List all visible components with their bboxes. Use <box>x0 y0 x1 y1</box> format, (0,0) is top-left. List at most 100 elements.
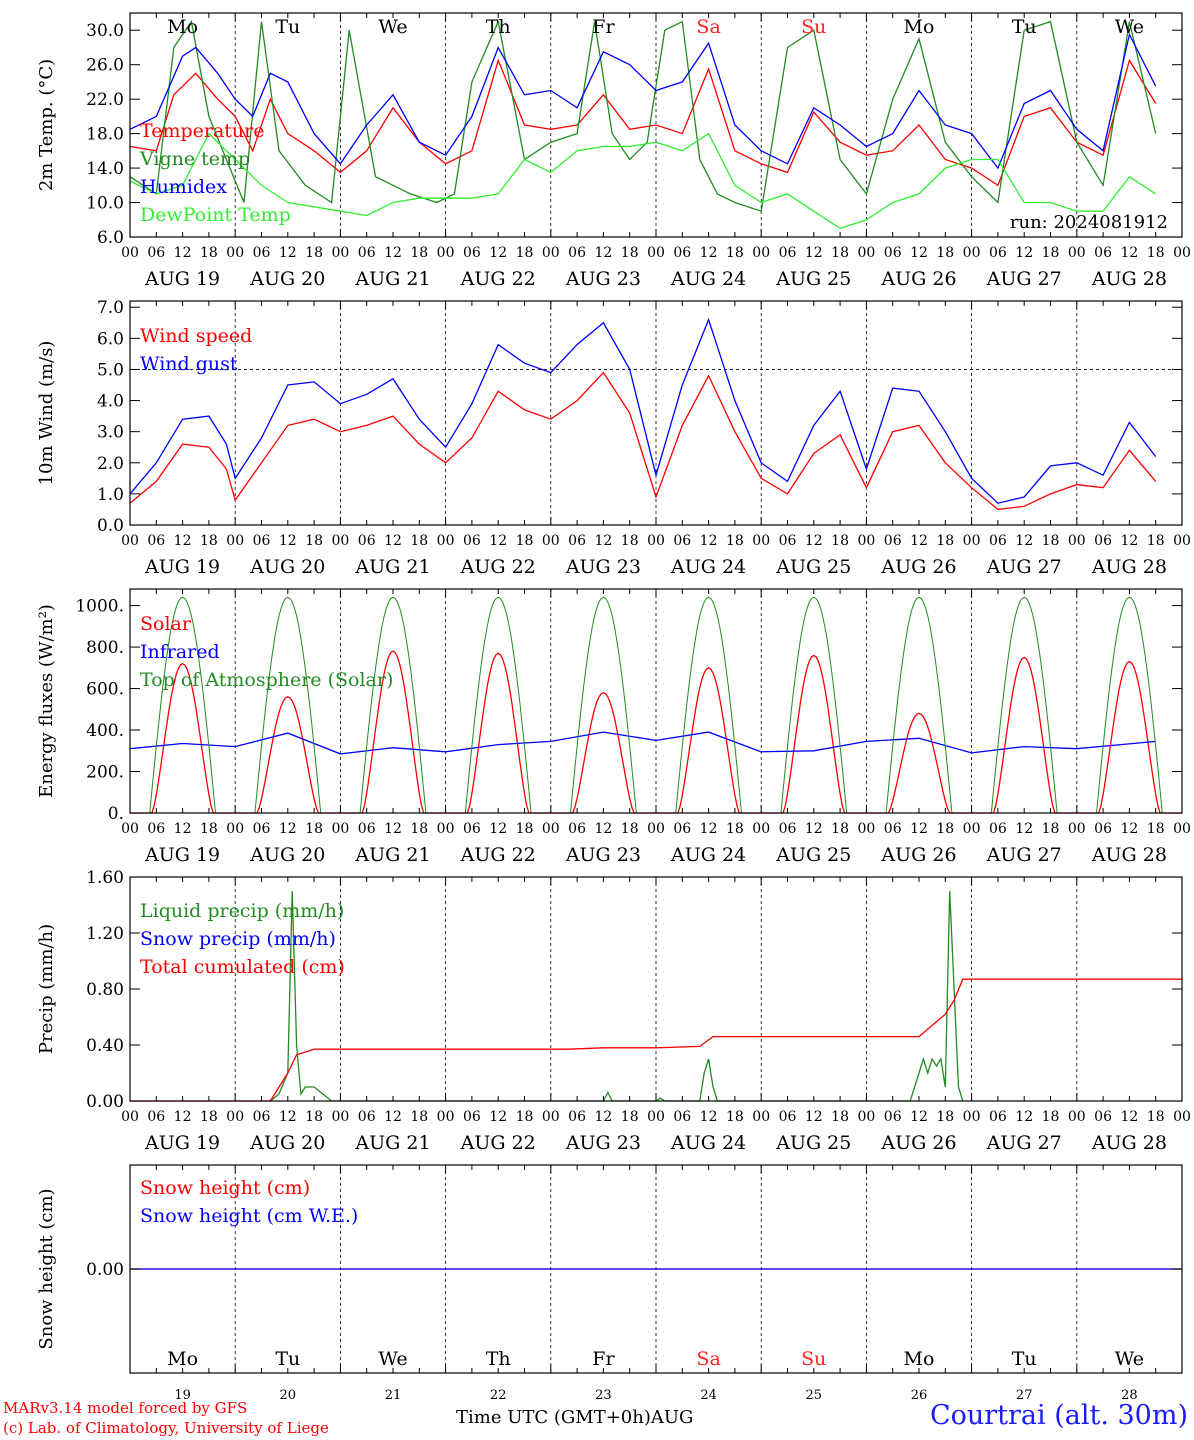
panel-5: 0.00 Snow height (cm) Snow height (cm) Snow… <box>36 1164 1183 1374</box>
x-tick-label: 06 <box>989 533 1007 549</box>
x-tick-label: 00 <box>857 821 875 837</box>
top-day-name: We <box>1115 16 1144 38</box>
x-tick-label: 06 <box>884 245 902 261</box>
x-tick-label: 12 <box>384 245 402 261</box>
bottom-day-name: Tu <box>1012 1348 1037 1370</box>
x-tick-label: 18 <box>200 1109 218 1125</box>
date-label: AUG 28 <box>1091 1132 1167 1154</box>
x-tick-label: 18 <box>831 1109 849 1125</box>
date-label: AUG 27 <box>986 844 1062 866</box>
date-label: AUG 28 <box>1091 268 1167 290</box>
x-tick-label: 18 <box>621 1109 639 1125</box>
x-tick-label: 18 <box>200 245 218 261</box>
x-tick-label: 18 <box>1147 821 1165 837</box>
x-tick-label: 00 <box>226 533 244 549</box>
x-tick-label: 12 <box>1015 821 1033 837</box>
x-tick-label: 06 <box>779 1109 797 1125</box>
legend-entry: Humidex <box>140 176 227 198</box>
y-tick-label: 200. <box>86 763 124 783</box>
x-tick-label: 18 <box>1042 821 1060 837</box>
x-tick-label: 18 <box>936 245 954 261</box>
x-tick-label: 00 <box>1173 245 1191 261</box>
date-label: AUG 27 <box>986 1132 1062 1154</box>
x-tick-label: 12 <box>594 1109 612 1125</box>
bottom-day-name: Fr <box>592 1348 615 1370</box>
legend-entry: Liquid precip (mm/h) <box>140 900 344 922</box>
x-axis-title: Time UTC (GMT+0h)AUG <box>456 1407 693 1428</box>
legend-entry: DewPoint Temp <box>140 204 291 226</box>
x-tick-label: 06 <box>358 821 376 837</box>
x-tick-label: 00 <box>1173 533 1191 549</box>
series-line-1 <box>129 731 1156 755</box>
legend-entry: Snow precip (mm/h) <box>140 928 336 950</box>
x-tick-label: 00 <box>331 245 349 261</box>
x-tick-label: 12 <box>384 821 402 837</box>
x-tick-label: 18 <box>1042 1109 1060 1125</box>
date-label: AUG 20 <box>249 844 325 866</box>
date-label: AUG 20 <box>249 1132 325 1154</box>
x-tick-label: 06 <box>1094 245 1112 261</box>
x-tick-label: 00 <box>1068 245 1086 261</box>
x-tick-label: 06 <box>147 821 165 837</box>
x-tick-label: 18 <box>516 821 534 837</box>
x-tick-label: 00 <box>963 245 981 261</box>
legend-entry: Top of Atmosphere (Solar) <box>140 669 393 691</box>
x-tick-label: 18 <box>831 821 849 837</box>
x-tick-label: 06 <box>568 1109 586 1125</box>
x-tick-label: 12 <box>279 533 297 549</box>
day-number: 26 <box>911 1388 928 1403</box>
x-tick-label: 18 <box>1042 245 1060 261</box>
date-label: AUG 23 <box>565 556 641 578</box>
x-tick-label: 12 <box>279 1109 297 1125</box>
y-tick-label: 0.40 <box>86 1036 124 1056</box>
x-tick-label: 12 <box>805 245 823 261</box>
x-tick-label: 06 <box>147 245 165 261</box>
y-tick-label: 6.0 <box>97 228 124 248</box>
x-tick-label: 12 <box>910 821 928 837</box>
date-label: AUG 22 <box>460 556 536 578</box>
x-tick-label: 06 <box>779 533 797 549</box>
bottom-day-name: Th <box>486 1348 511 1370</box>
date-label: AUG 19 <box>144 268 220 290</box>
x-tick-label: 18 <box>621 821 639 837</box>
x-axis-month: AUG <box>650 1407 694 1428</box>
x-tick-label: 06 <box>463 821 481 837</box>
x-tick-label: 06 <box>358 533 376 549</box>
y-tick-label: 10.0 <box>86 194 124 214</box>
x-tick-label: 18 <box>1147 245 1165 261</box>
y-tick-label: 18.0 <box>86 125 124 145</box>
date-label: AUG 26 <box>880 1132 956 1154</box>
x-tick-label: 00 <box>331 1109 349 1125</box>
x-tick-label: 00 <box>647 533 665 549</box>
bottom-day-name: We <box>1115 1348 1144 1370</box>
x-tick-label: 18 <box>516 245 534 261</box>
x-tick-label: 06 <box>673 533 691 549</box>
x-tick-label: 18 <box>831 533 849 549</box>
date-label: AUG 21 <box>354 844 430 866</box>
date-label: AUG 26 <box>880 556 956 578</box>
x-tick-label: 00 <box>647 821 665 837</box>
top-day-name: Tu <box>275 16 300 38</box>
y-tick-label: 600. <box>86 680 124 700</box>
y-tick-label: 0.80 <box>86 980 124 1000</box>
x-tick-label: 12 <box>174 245 192 261</box>
day-number: 24 <box>700 1388 717 1403</box>
date-label: AUG 23 <box>565 268 641 290</box>
x-tick-label: 12 <box>279 821 297 837</box>
y-tick-label: 1.20 <box>86 924 124 944</box>
x-tick-label: 12 <box>489 821 507 837</box>
panel-4: 0.00 0.40 0.80 1.20 1.60 Precip (mm/h) Liquid … <box>36 868 1191 1154</box>
bottom-day-name: Mo <box>167 1348 198 1370</box>
x-tick-label: 06 <box>673 821 691 837</box>
x-tick-label: 06 <box>1094 533 1112 549</box>
series-line-0 <box>129 58 1157 187</box>
y-tick-label: 800. <box>86 638 124 658</box>
x-tick-label: 00 <box>1173 821 1191 837</box>
date-label: AUG 21 <box>354 268 430 290</box>
x-tick-label: 12 <box>805 821 823 837</box>
y-tick-label: 0.00 <box>86 1092 124 1112</box>
top-day-name: Su <box>801 16 826 38</box>
x-tick-label: 12 <box>700 533 718 549</box>
series-line-3 <box>129 132 1157 230</box>
date-label: AUG 26 <box>880 844 956 866</box>
